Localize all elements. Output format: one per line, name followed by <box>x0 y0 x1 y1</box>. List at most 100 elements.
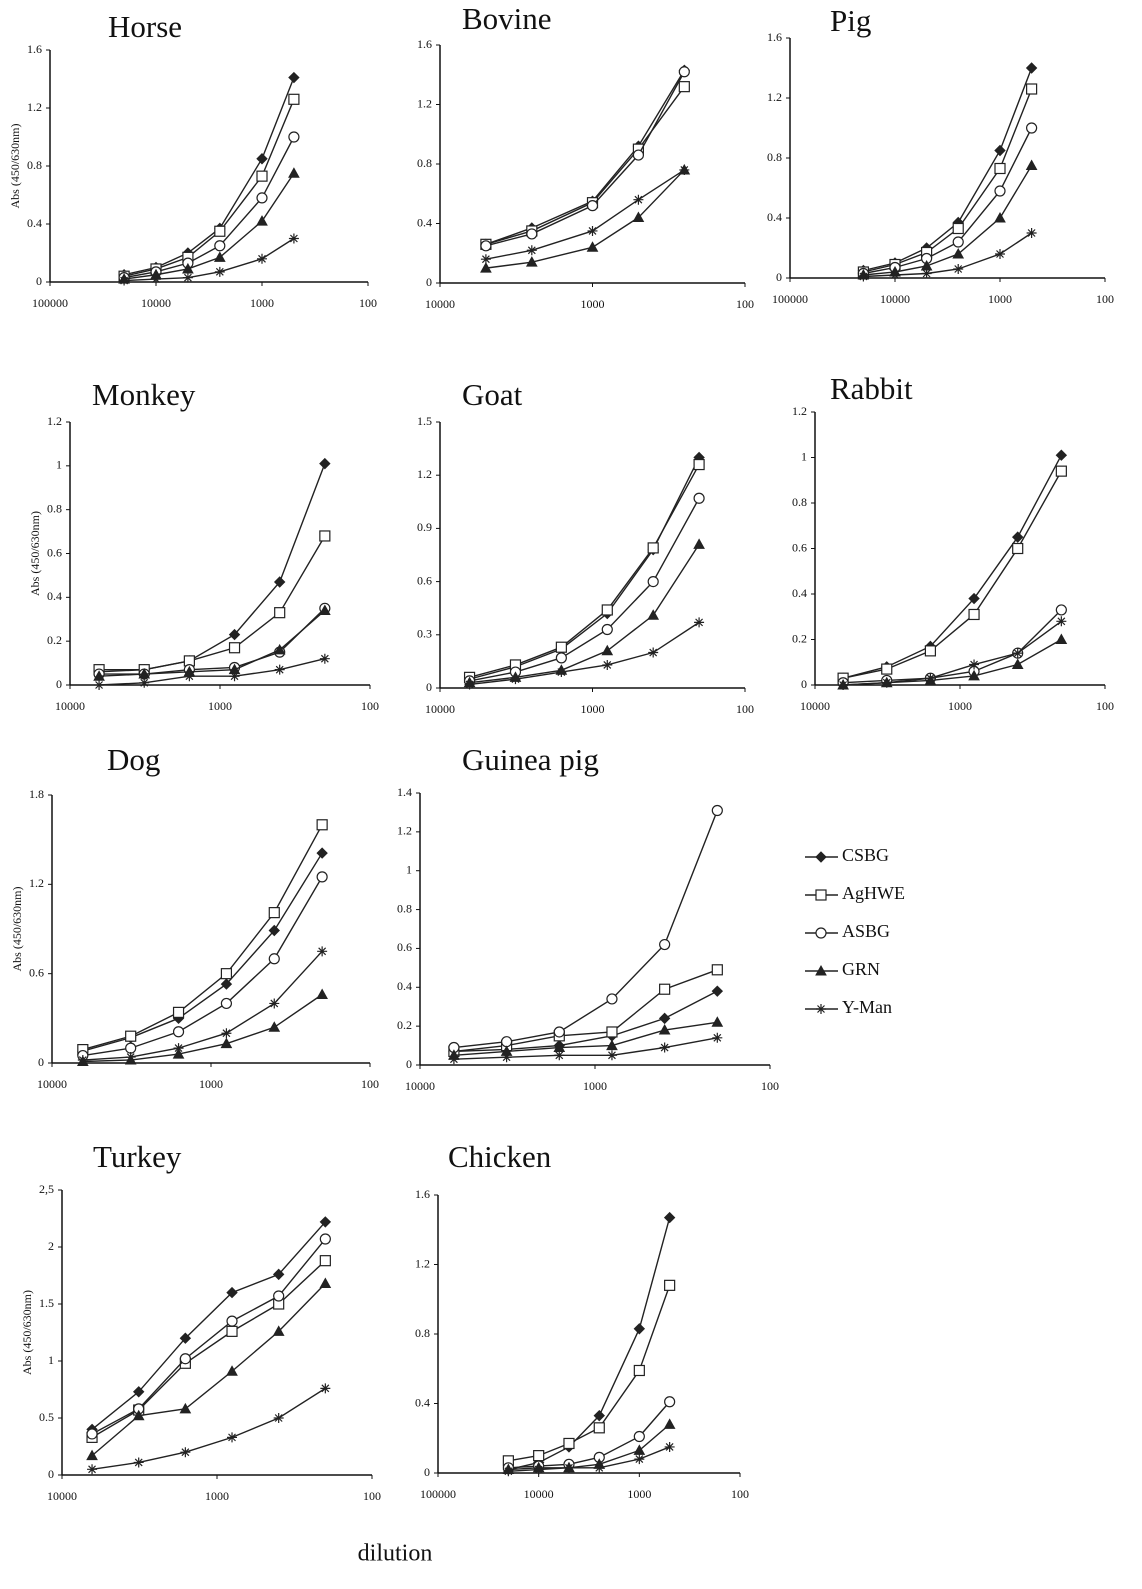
marker <box>693 538 705 549</box>
marker <box>881 663 893 675</box>
marker <box>711 1016 724 1027</box>
series-line <box>863 67 1033 272</box>
marker <box>968 669 980 681</box>
marker <box>593 1409 605 1422</box>
marker <box>533 1450 545 1462</box>
marker <box>632 211 645 223</box>
marker <box>86 1449 98 1461</box>
y-axis-label: Abs (450/630nm) <box>8 124 22 209</box>
marker <box>319 653 330 664</box>
marker <box>173 1043 184 1054</box>
marker <box>268 1021 281 1032</box>
series-line <box>91 1238 326 1435</box>
marker <box>464 679 475 690</box>
y-tick-label: 0 <box>426 680 432 694</box>
x-tick-label: 1000 <box>581 297 605 311</box>
y-tick-label: 0 <box>56 677 62 691</box>
chart-title: Turkey <box>93 1139 182 1174</box>
marker <box>633 1364 645 1377</box>
marker <box>172 1006 185 1018</box>
series-line <box>469 621 700 686</box>
x-tick-label: 100 <box>1096 292 1114 306</box>
y-tick-label: 1.2 <box>47 414 62 428</box>
marker <box>256 192 268 204</box>
marker <box>952 247 965 259</box>
marker <box>220 997 233 1010</box>
series-line <box>485 69 685 245</box>
marker <box>228 628 241 641</box>
y-tick-label: 0 <box>424 1465 430 1479</box>
y-tick-label: 1.6 <box>27 42 42 56</box>
series-line <box>82 950 323 1061</box>
marker <box>256 153 268 165</box>
marker <box>601 623 613 636</box>
x-tick-label: 10000 <box>55 699 85 713</box>
y-tick-label: 1 <box>48 1353 54 1367</box>
marker <box>925 673 936 684</box>
y-tick-label: 0 <box>48 1467 54 1481</box>
legend-label: AgHWE <box>842 883 905 903</box>
series-line <box>99 607 326 675</box>
marker <box>319 530 331 542</box>
series-line <box>91 1260 326 1438</box>
y-tick-label: 1.6 <box>415 1187 430 1201</box>
series-line <box>508 1446 670 1472</box>
marker <box>563 1437 575 1450</box>
y-tick-label: 0.9 <box>417 520 432 534</box>
y-tick-label: 2 <box>48 1239 54 1253</box>
series-line <box>123 136 295 279</box>
marker <box>139 677 150 688</box>
y-tick-label: 0 <box>426 275 432 289</box>
marker <box>316 819 328 831</box>
y-axis-label: Abs (450/630nm) <box>10 887 24 972</box>
series-line <box>469 464 700 679</box>
marker <box>921 268 932 279</box>
y-tick-label: 0.8 <box>417 156 432 170</box>
marker <box>554 1050 565 1061</box>
y-tick-label: 1.2 <box>792 404 807 418</box>
x-tick-label: 10000 <box>524 1487 554 1501</box>
y-tick-label: 1.2 <box>397 824 412 838</box>
y-tick-label: 1.4 <box>397 785 412 799</box>
x-tick-label: 100000 <box>32 296 68 310</box>
marker <box>555 641 567 653</box>
marker <box>586 241 599 252</box>
marker <box>633 1323 646 1335</box>
marker <box>606 1050 617 1061</box>
y-tick-label: 0.6 <box>29 965 44 979</box>
y-tick-label: 0 <box>801 677 807 691</box>
y-tick-label: 0 <box>406 1057 412 1071</box>
series-line <box>91 1387 326 1470</box>
series-line <box>843 638 1062 686</box>
chart-title: Chicken <box>448 1139 552 1174</box>
marker <box>553 1026 565 1038</box>
marker <box>858 271 869 282</box>
x-tick-label: 10000 <box>141 296 171 310</box>
marker <box>172 1048 185 1059</box>
x-tick-label: 100000 <box>420 1487 456 1501</box>
marker <box>659 938 671 951</box>
marker <box>526 245 537 256</box>
y-tick-label: 0.4 <box>47 589 62 603</box>
marker <box>1025 159 1038 170</box>
marker <box>228 642 241 654</box>
marker <box>179 1402 192 1414</box>
x-tick-label: 10000 <box>880 292 910 306</box>
y-tick-label: 0.4 <box>417 215 432 229</box>
series-line <box>91 1221 326 1430</box>
marker <box>1012 542 1024 555</box>
x-tick-label: 1000 <box>583 1079 607 1093</box>
y-tick-label: 0.8 <box>792 495 807 509</box>
marker <box>525 256 538 267</box>
marker <box>664 1279 676 1291</box>
marker <box>317 946 328 957</box>
y-tick-label: 0.4 <box>27 216 42 230</box>
marker <box>658 1023 671 1035</box>
marker <box>272 1325 285 1336</box>
chart-title: Pig <box>830 3 871 38</box>
marker <box>693 458 705 471</box>
series-line <box>863 88 1033 273</box>
chart-title: Guinea pig <box>462 742 599 777</box>
marker <box>1026 228 1037 238</box>
x-tick-label: 100 <box>731 1487 749 1501</box>
